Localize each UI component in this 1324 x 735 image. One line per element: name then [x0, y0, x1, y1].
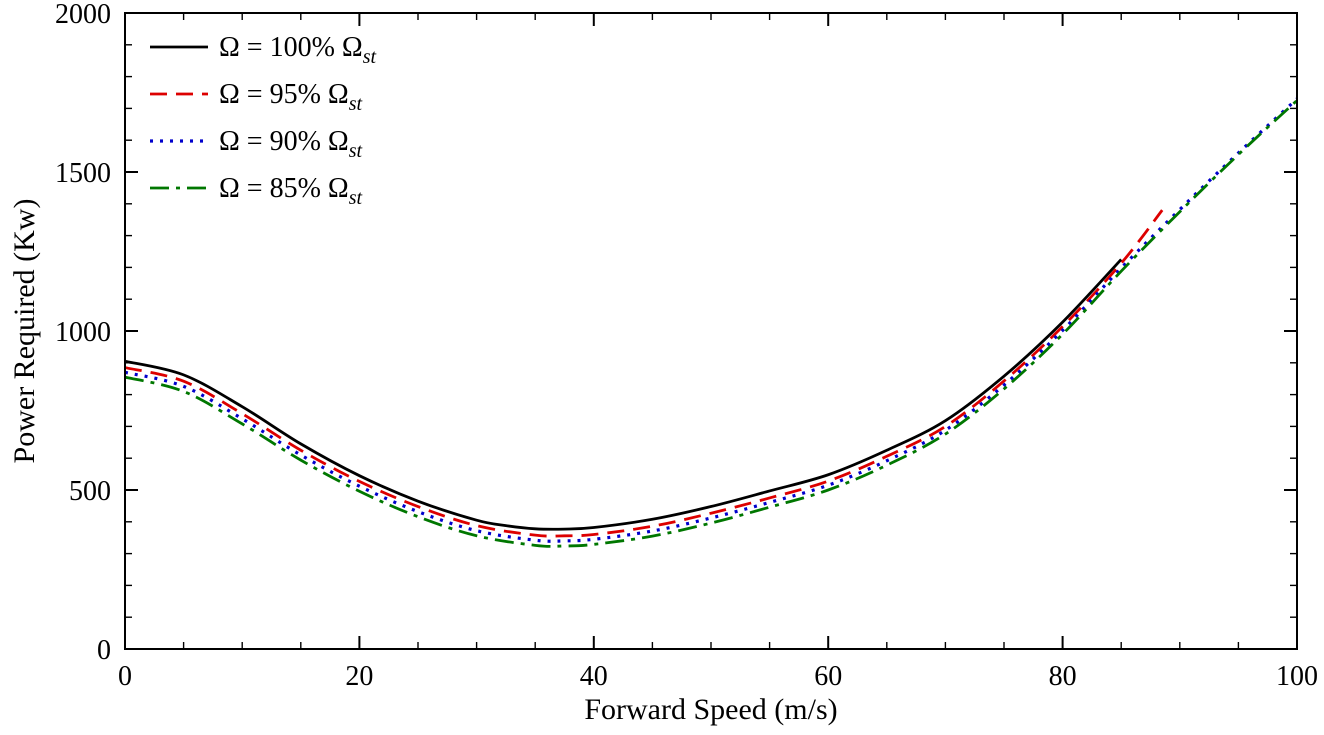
legend-label-subscript: st [349, 187, 363, 209]
x-tick-label: 60 [814, 661, 842, 692]
y-tick-label: 1000 [55, 317, 111, 348]
x-tick-label: 100 [1276, 661, 1318, 692]
x-tick-label: 0 [118, 661, 132, 692]
legend-label-subscript: st [363, 46, 377, 68]
legend-item-omega-85: Ω = 85% Ωst [150, 173, 363, 209]
legend-label-omega-95: Ω = 95% Ωst [219, 79, 363, 115]
y-tick-label: 500 [69, 476, 111, 507]
y-tick-label: 2000 [55, 0, 111, 30]
legend-item-omega-95: Ω = 95% Ωst [150, 79, 363, 115]
curve-omega-95 [124, 209, 1164, 538]
x-tick-label: 80 [1049, 661, 1077, 692]
curve-omega-85 [124, 99, 1298, 548]
legend-label-subscript: st [349, 140, 363, 162]
legend-label-omega-90: Ω = 90% Ωst [219, 126, 363, 162]
x-tick-label: 40 [580, 661, 608, 692]
y-tick-label: 1500 [55, 158, 111, 189]
curve-omega-100 [124, 258, 1123, 531]
legend-label-subscript: st [349, 93, 363, 115]
y-tick-label: 0 [97, 635, 111, 666]
legend-item-omega-100: Ω = 100% Ωst [150, 32, 377, 68]
legend-item-omega-90: Ω = 90% Ωst [150, 126, 363, 162]
y-axis-label: Power Required (Kw) [8, 199, 41, 464]
x-tick-label: 20 [345, 661, 373, 692]
data-curves [124, 97, 1299, 548]
legend: Ω = 100% Ωst Ω = 95% Ωst Ω = 90% Ωst Ω = 85… [150, 32, 377, 209]
legend-label-omega-100: Ω = 100% Ωst [219, 32, 377, 68]
curve-omega-90 [124, 97, 1299, 543]
legend-label-omega-85: Ω = 85% Ωst [219, 173, 363, 209]
plot-frame [124, 12, 1298, 650]
x-axis-label: Forward Speed (m/s) [584, 693, 837, 726]
